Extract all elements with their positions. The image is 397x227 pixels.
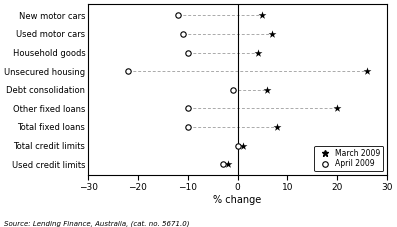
- Point: [269, 32, 276, 36]
- Point: [254, 51, 261, 54]
- Point: [224, 162, 231, 166]
- Point: [264, 88, 271, 91]
- Legend: March 2009, April 2009: March 2009, April 2009: [314, 146, 383, 171]
- Point: [274, 125, 281, 129]
- Point: [179, 32, 186, 36]
- Point: [125, 69, 131, 73]
- Point: [185, 51, 191, 54]
- Point: [185, 106, 191, 110]
- Point: [259, 14, 266, 17]
- Point: [175, 14, 181, 17]
- Point: [364, 69, 370, 73]
- Point: [234, 144, 241, 147]
- Text: Source: Lending Finance, Australia, (cat. no. 5671.0): Source: Lending Finance, Australia, (cat…: [4, 220, 189, 227]
- Point: [220, 162, 226, 166]
- X-axis label: % change: % change: [214, 195, 262, 205]
- Point: [239, 144, 246, 147]
- Point: [334, 106, 340, 110]
- Point: [185, 125, 191, 129]
- Point: [229, 88, 236, 91]
